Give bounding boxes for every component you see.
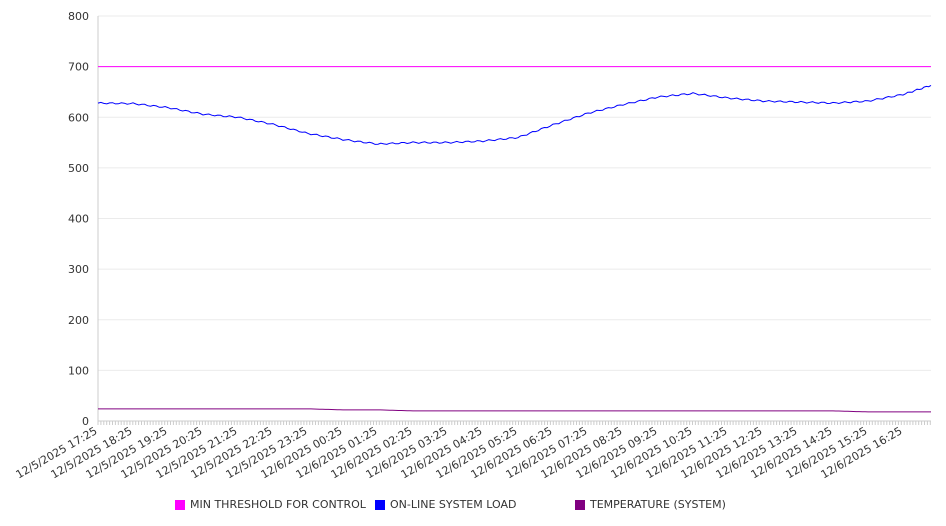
y-tick-label: 500	[68, 162, 89, 175]
y-tick-label: 700	[68, 61, 89, 74]
legend-item-temperature[interactable]: TEMPERATURE (SYSTEM)	[575, 498, 726, 511]
y-tick-label: 200	[68, 314, 89, 327]
y-tick-label: 0	[82, 415, 89, 428]
series-line-temperature-system	[98, 408, 931, 413]
y-tick-label: 400	[68, 213, 89, 226]
y-axis-ticks: 0 100 200 300 400 500 600 700 800	[68, 10, 89, 428]
legend-label: ON-LINE SYSTEM LOAD	[390, 498, 517, 511]
legend-label: TEMPERATURE (SYSTEM)	[590, 498, 726, 511]
grid-lines	[98, 15, 931, 371]
y-tick-label: 300	[68, 263, 89, 276]
legend: MIN THRESHOLD FOR CONTROL ON-LINE SYSTEM…	[0, 498, 946, 514]
legend-swatch	[375, 499, 385, 510]
legend-item-threshold[interactable]: MIN THRESHOLD FOR CONTROL	[175, 498, 366, 511]
legend-item-load[interactable]: ON-LINE SYSTEM LOAD	[375, 498, 516, 511]
y-tick-label: 100	[68, 364, 89, 377]
series-line-on-line-system-load	[97, 84, 932, 145]
legend-swatch	[575, 499, 585, 510]
y-tick-label: 800	[68, 10, 89, 23]
legend-swatch	[175, 499, 185, 510]
y-tick-label: 600	[68, 111, 89, 124]
legend-label: MIN THRESHOLD FOR CONTROL	[190, 498, 366, 511]
series-lines	[97, 66, 932, 413]
